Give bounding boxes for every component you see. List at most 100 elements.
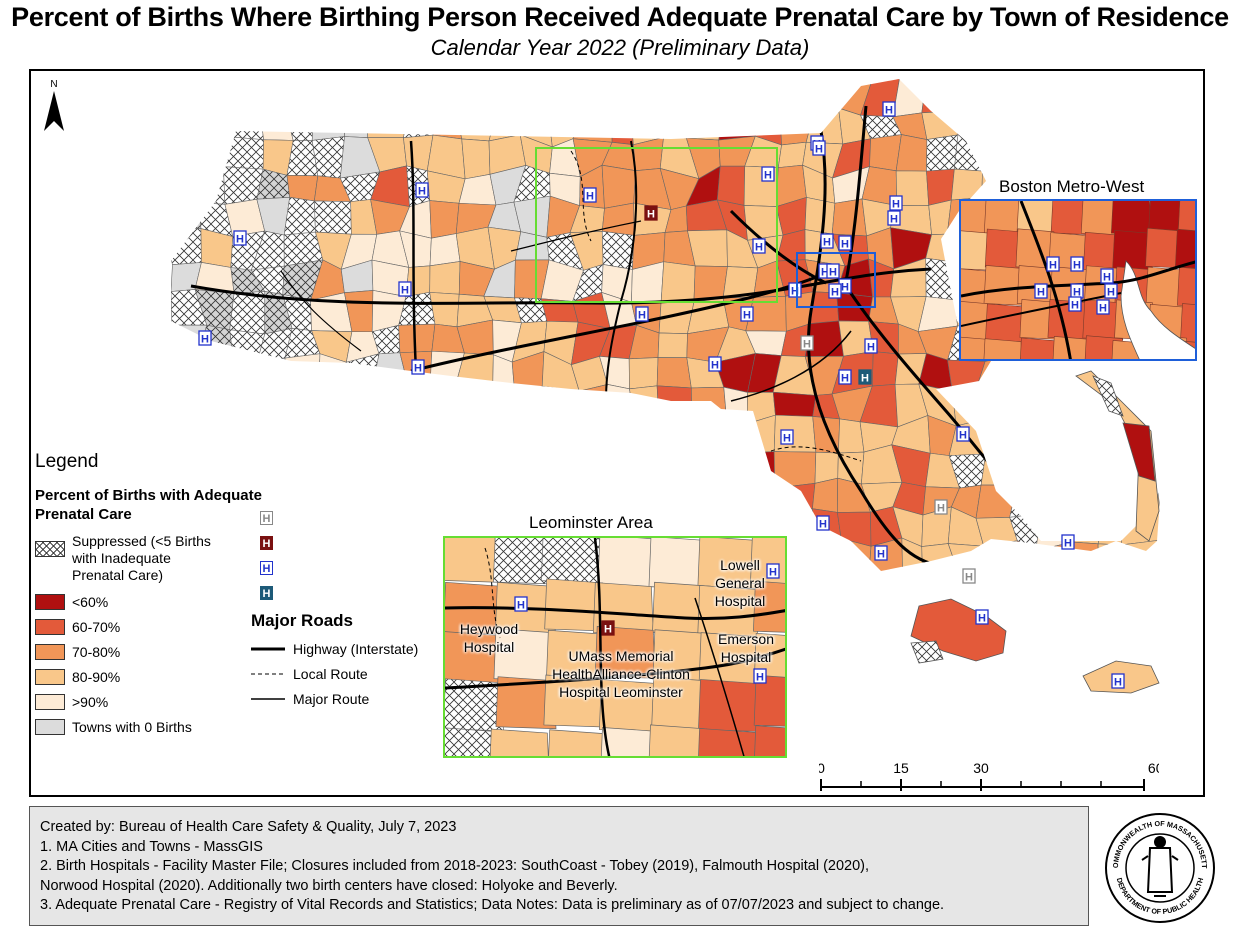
town-polygon [921,79,958,114]
map-title: Percent of Births Where Birthing Person … [11,2,1229,32]
town-polygon [396,444,426,480]
town-polygon [341,477,380,518]
hospital-blue-icon: H [740,306,754,322]
legend-label: <60% [72,594,109,610]
town-polygon [1093,79,1129,110]
svg-text:H: H [764,170,772,182]
town-polygon [403,102,439,139]
town-polygon [429,261,461,295]
town-polygon [372,547,410,571]
town-polygon [628,357,659,390]
town-polygon [259,103,294,141]
hospital-blue-icon: H [838,369,852,385]
town-polygon [685,79,725,109]
town-polygon [171,170,200,204]
town-polygon [229,363,263,393]
town-polygon [398,323,436,354]
town-polygon [637,449,670,485]
leominster-town [548,729,607,756]
hospital-markers: H H H H H H H H H H H H H H H H H H H H H H H H H H H H H H H H H H H H H [198,101,1125,689]
town-polygon [1064,416,1106,454]
map-frame: HHHHHHHHHHHHHHHHHHHHHHHHHHHHHHHHHHHHH N … [29,69,1205,797]
hospital-blue-icon: H [766,563,780,579]
road-legend-label: Highway (Interstate) [293,641,419,657]
town-polygon [340,384,376,423]
town-polygon [577,443,612,486]
town-polygon [254,79,292,112]
town-polygon [541,420,581,454]
town-polygon [424,416,461,457]
town-polygon [779,79,815,113]
credits-box: Created by: Bureau of Health Care Safety… [29,806,1089,926]
hospital-red-icon: H [644,205,658,221]
legend-label: Suppressed (<5 Births with Inadequate Pr… [72,533,211,583]
town-polygon [718,103,758,141]
town-polygon [1067,477,1105,518]
town-polygon [171,360,196,394]
svg-text:H: H [803,339,811,351]
town-polygon [660,261,696,303]
town-polygon [366,444,402,484]
svg-text:H: H [1037,287,1045,299]
svg-text:H: H [885,105,893,117]
town-polygon [629,102,672,146]
boston-town [1177,266,1195,307]
credits-line: Norwood Hospital (2020). Additionally tw… [40,877,618,894]
road-legend-label: Major Route [293,691,370,707]
town-polygon [1009,513,1042,552]
hospital-blue-icon: H [752,238,766,254]
town-polygon [286,175,319,202]
town-polygon [314,477,347,511]
road [280,270,362,352]
hospital-blue-icon: H [882,101,896,117]
town-polygon [633,415,670,457]
town-polygon [1072,79,1104,108]
town-polygon [1009,449,1041,486]
town-polygon [171,414,196,459]
town-polygon [1011,79,1045,116]
town-polygon [1098,138,1135,178]
credits-line: 1. MA Cities and Towns - MassGIS [40,838,263,855]
svg-text:H: H [815,144,823,156]
town-polygon [629,79,672,107]
svg-text:H: H [959,430,967,442]
hospital-blue-icon: H [411,359,425,375]
town-polygon [193,136,230,172]
town-polygon [463,477,495,513]
town-polygon [171,228,202,266]
hospital-blue-icon: H [889,195,903,211]
hospital-blue-icon: H [788,282,802,298]
town-polygon [723,386,748,425]
town-polygon [657,332,688,358]
hospital-gray-icon: H [934,499,948,515]
town-polygon [338,509,380,551]
leominster-local-route [484,547,501,639]
hospital-blue-icon: H [1070,283,1084,299]
hospital-blue-icon: H [708,356,722,372]
town-polygon [980,451,1018,486]
svg-text:H: H [1099,303,1107,315]
town-polygon [1097,508,1124,546]
hospital-red-icon: H [601,620,615,636]
town-polygon [928,199,952,235]
hospital-blue-icon: H [780,429,794,445]
scale-tick-label: 0 [819,761,825,776]
town-polygon [950,168,983,201]
leominster-road [593,538,611,756]
town-polygon [461,138,491,180]
town-polygon [486,447,522,482]
town-polygon [777,141,807,168]
local-route [570,150,592,242]
town-polygon [1072,541,1099,571]
town-polygon [171,196,202,230]
hospital-blue-icon: H [753,668,767,684]
leominster-town [648,724,708,756]
hospital-blue-icon: H [1111,673,1125,689]
hospital-blue-icon: H [828,283,842,299]
boston-inset-title: Boston Metro-West [999,177,1145,196]
town-polygon [663,102,687,139]
emerson-hospital-label: Emerson Hospital [717,631,775,665]
town-polygon [604,443,640,483]
town-polygon [229,291,266,335]
svg-text:H: H [877,549,885,561]
